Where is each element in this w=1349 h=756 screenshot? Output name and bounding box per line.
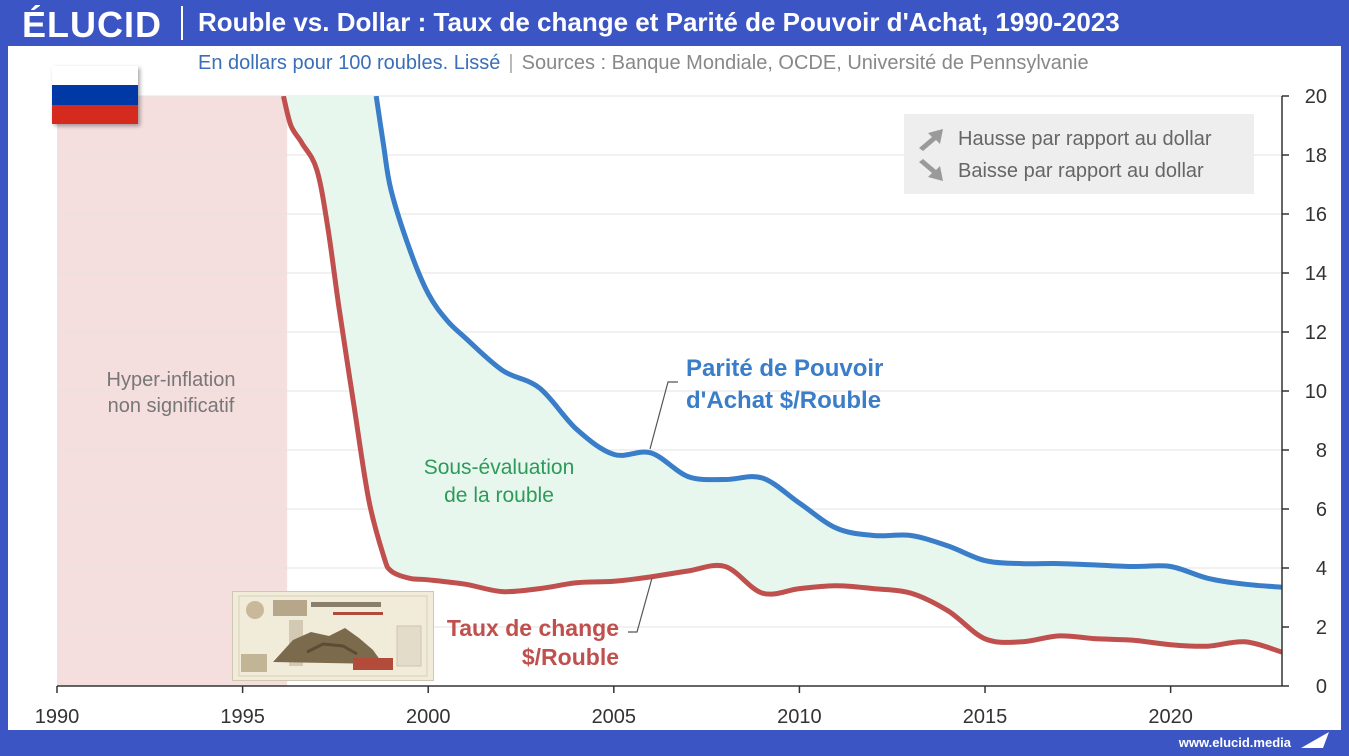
y-tick-label: 12	[1305, 322, 1327, 344]
y-tick-label: 14	[1305, 263, 1327, 285]
y-tick-label: 16	[1305, 204, 1327, 226]
y-tick-label: 0	[1316, 676, 1327, 698]
ppp-leader-line	[649, 381, 678, 450]
legend: Hausse par rapport au dollar Baisse par …	[904, 114, 1254, 194]
y-tick-label: 4	[1316, 558, 1327, 580]
ppp-series-label: d'Achat $/Rouble	[686, 387, 881, 414]
hyperinflation-label: Hyper-inflation	[107, 369, 236, 391]
ppp-series-label: Parité de Pouvoir	[686, 355, 883, 382]
y-tick-label: 6	[1316, 499, 1327, 521]
subtitle-text: En dollars pour 100 roubles. Lissé	[198, 52, 501, 74]
legend-item-baisse: Baisse par rapport au dollar	[916, 156, 1204, 186]
header-divider	[181, 6, 183, 40]
sources-text: Sources : Banque Mondiale, OCDE, Univers…	[521, 52, 1089, 74]
brand-logo: ÉLUCID	[22, 4, 162, 45]
fx-leader-line	[628, 577, 653, 633]
chart-title: Rouble vs. Dollar : Taux de change et Pa…	[198, 7, 1120, 37]
x-tick-label: 2005	[592, 706, 637, 728]
chart-subtitle: En dollars pour 100 roubles. Lissé | Sourc…	[198, 52, 1089, 75]
x-tick-label: 2020	[1148, 706, 1193, 728]
fx-series-line	[280, 96, 1282, 655]
x-tick-label: 1990	[35, 706, 80, 728]
legend-label: Baisse par rapport au dollar	[958, 159, 1204, 182]
y-tick-label: 8	[1316, 440, 1327, 462]
y-tick-label: 18	[1305, 145, 1327, 167]
hyperinflation-label: non significatif	[108, 395, 235, 417]
y-tick-label: 10	[1305, 381, 1327, 403]
fx-series-label: Taux de change	[447, 615, 619, 641]
footer-url[interactable]: www.elucid.media	[1178, 735, 1291, 750]
arrow-up-right-icon	[919, 129, 943, 151]
banknote-image	[232, 591, 434, 681]
y-tick-label: 20	[1305, 86, 1327, 108]
arrow-down-right-icon	[919, 159, 943, 181]
undervaluation-area	[283, 96, 1282, 653]
y-tick-label: 2	[1316, 617, 1327, 639]
arrow-logo-icon	[1301, 732, 1329, 748]
undervaluation-label: de la rouble	[444, 484, 554, 507]
undervaluation-label: Sous-évaluation	[424, 456, 575, 479]
subtitle-separator: |	[508, 52, 514, 74]
x-tick-label: 2015	[963, 706, 1008, 728]
fx-series-label: $/Rouble	[522, 644, 619, 670]
legend-item-hausse: Hausse par rapport au dollar	[916, 124, 1211, 154]
x-tick-label: 1995	[220, 706, 265, 728]
ppp-series-line	[373, 96, 1282, 590]
legend-label: Hausse par rapport au dollar	[958, 127, 1212, 150]
x-tick-label: 2000	[406, 706, 451, 728]
x-tick-label: 2010	[777, 706, 822, 728]
russian-flag-icon	[52, 66, 138, 124]
header-bar: ÉLUCID Rouble vs. Dollar : Taux de chang…	[0, 0, 1349, 46]
